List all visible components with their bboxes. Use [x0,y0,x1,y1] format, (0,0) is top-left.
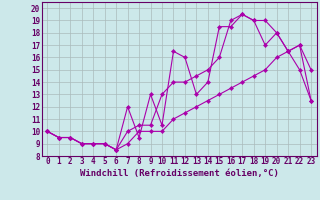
X-axis label: Windchill (Refroidissement éolien,°C): Windchill (Refroidissement éolien,°C) [80,169,279,178]
